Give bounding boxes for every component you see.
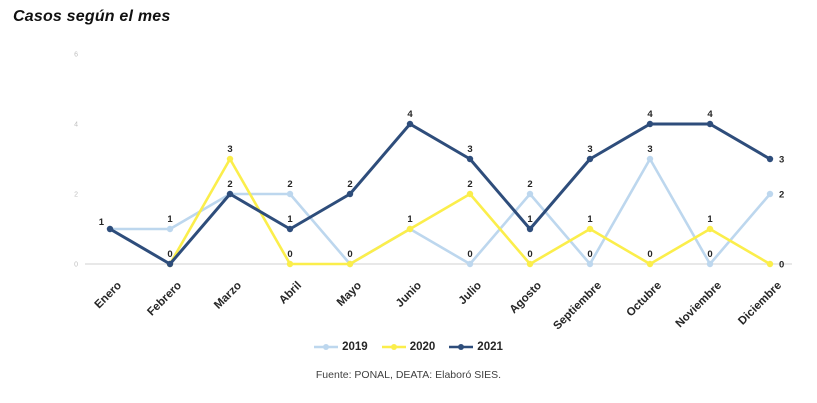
data-point-2019 <box>466 260 474 268</box>
data-point-2020 <box>286 260 294 268</box>
data-point-2020 <box>346 260 354 268</box>
data-label: 2 <box>227 179 232 190</box>
data-point-2019 <box>586 260 594 268</box>
legend-item-2021: 2021 <box>449 341 503 353</box>
data-point-2021 <box>526 225 534 233</box>
data-label: 0 <box>347 249 352 260</box>
data-label: 0 <box>467 249 472 260</box>
data-point-2020 <box>586 225 594 233</box>
data-point-2019 <box>526 190 534 198</box>
data-label: 0 <box>587 249 592 260</box>
x-axis-label: Septiembre <box>551 280 604 333</box>
y-axis-tick: 2 <box>74 192 78 199</box>
source-note: Fuente: PONAL, DEATA: Elaboró SIES. <box>315 369 502 381</box>
line-chart-canvas: 0 2 4 6 Enero Febrero Marzo Abril Mayo Junio Julio… <box>74 52 792 333</box>
legend-label-2021: 2021 <box>477 341 503 353</box>
data-label: 3 <box>227 144 232 155</box>
data-point-2021 <box>166 260 174 268</box>
data-point-2020 <box>526 260 534 268</box>
chart-legend: 2019 2020 2021 <box>0 341 817 353</box>
data-point-2021 <box>466 155 474 163</box>
data-point-2021 <box>226 190 234 198</box>
data-label: 4 <box>707 109 713 120</box>
data-point-2019 <box>646 155 654 163</box>
data-label: 1 <box>407 214 413 225</box>
data-point-2021 <box>286 225 294 233</box>
legend-label-2019: 2019 <box>342 341 368 353</box>
data-label: 1 <box>287 214 293 225</box>
x-axis-label: Abril <box>277 280 304 307</box>
legend-swatch-2021 <box>449 344 474 350</box>
series-line-2021 <box>108 122 772 266</box>
data-point-2020 <box>406 225 414 233</box>
data-label: 2 <box>467 179 472 190</box>
legend-item-2019: 2019 <box>314 341 368 353</box>
data-label: 1 <box>167 214 173 225</box>
y-axis-tick: 0 <box>74 262 78 269</box>
legend-swatch-2019 <box>314 344 339 350</box>
data-point-2020 <box>766 260 774 268</box>
data-label: 2 <box>527 179 532 190</box>
data-label: 0 <box>167 249 172 260</box>
data-label: 0 <box>779 260 784 271</box>
data-point-2020 <box>646 260 654 268</box>
x-axis-label: Febrero <box>145 280 184 319</box>
data-label: 0 <box>287 249 292 260</box>
data-point-2019 <box>286 190 294 198</box>
data-point-2021 <box>586 155 594 163</box>
series-line-2019 <box>108 157 772 266</box>
x-axis-label: Agosto <box>508 280 544 316</box>
x-axis-label: Octubre <box>624 280 664 320</box>
x-axis-label: Enero <box>93 280 125 312</box>
data-label: 2 <box>287 179 292 190</box>
data-label: 2 <box>347 179 352 190</box>
x-axis-label: Diciembre <box>736 280 784 328</box>
data-label: 0 <box>527 249 532 260</box>
data-label: 0 <box>647 249 652 260</box>
data-label: 4 <box>647 109 653 120</box>
data-point-2020 <box>706 225 714 233</box>
x-axis-label: Julio <box>457 280 484 307</box>
data-label: 1 <box>99 217 105 228</box>
data-point-2019 <box>166 225 174 233</box>
legend-item-2020: 2020 <box>381 341 436 353</box>
legend-swatch-2020 <box>381 344 406 350</box>
data-point-2020 <box>466 190 474 198</box>
data-point-2021 <box>706 120 714 128</box>
data-point-2021 <box>406 120 414 128</box>
data-point-2021 <box>346 190 354 198</box>
x-axis-label: Junio <box>394 280 424 310</box>
data-label: 4 <box>407 109 413 120</box>
legend-label-2020: 2020 <box>409 341 436 353</box>
data-point-2021 <box>766 155 774 163</box>
chart-title: Casos según el mes <box>13 8 171 25</box>
data-label: 3 <box>779 155 784 166</box>
data-label: 2 <box>779 190 784 201</box>
data-label: 3 <box>587 144 592 155</box>
data-point-2019 <box>706 260 714 268</box>
y-axis-tick: 4 <box>74 122 78 129</box>
data-label: 3 <box>467 144 472 155</box>
x-axis-label: Mayo <box>335 280 364 309</box>
data-point-2021 <box>106 225 114 233</box>
data-label: 1 <box>587 214 593 225</box>
data-label: 0 <box>707 249 712 260</box>
data-point-2020 <box>226 155 234 163</box>
data-label: 1 <box>527 214 533 225</box>
data-point-2019 <box>766 190 774 198</box>
data-label: 3 <box>647 144 652 155</box>
x-axis-label: Noviembre <box>674 280 725 331</box>
x-axis-label: Marzo <box>212 280 244 312</box>
data-point-2021 <box>646 120 654 128</box>
y-axis-tick: 6 <box>74 52 78 59</box>
data-label: 1 <box>707 214 713 225</box>
